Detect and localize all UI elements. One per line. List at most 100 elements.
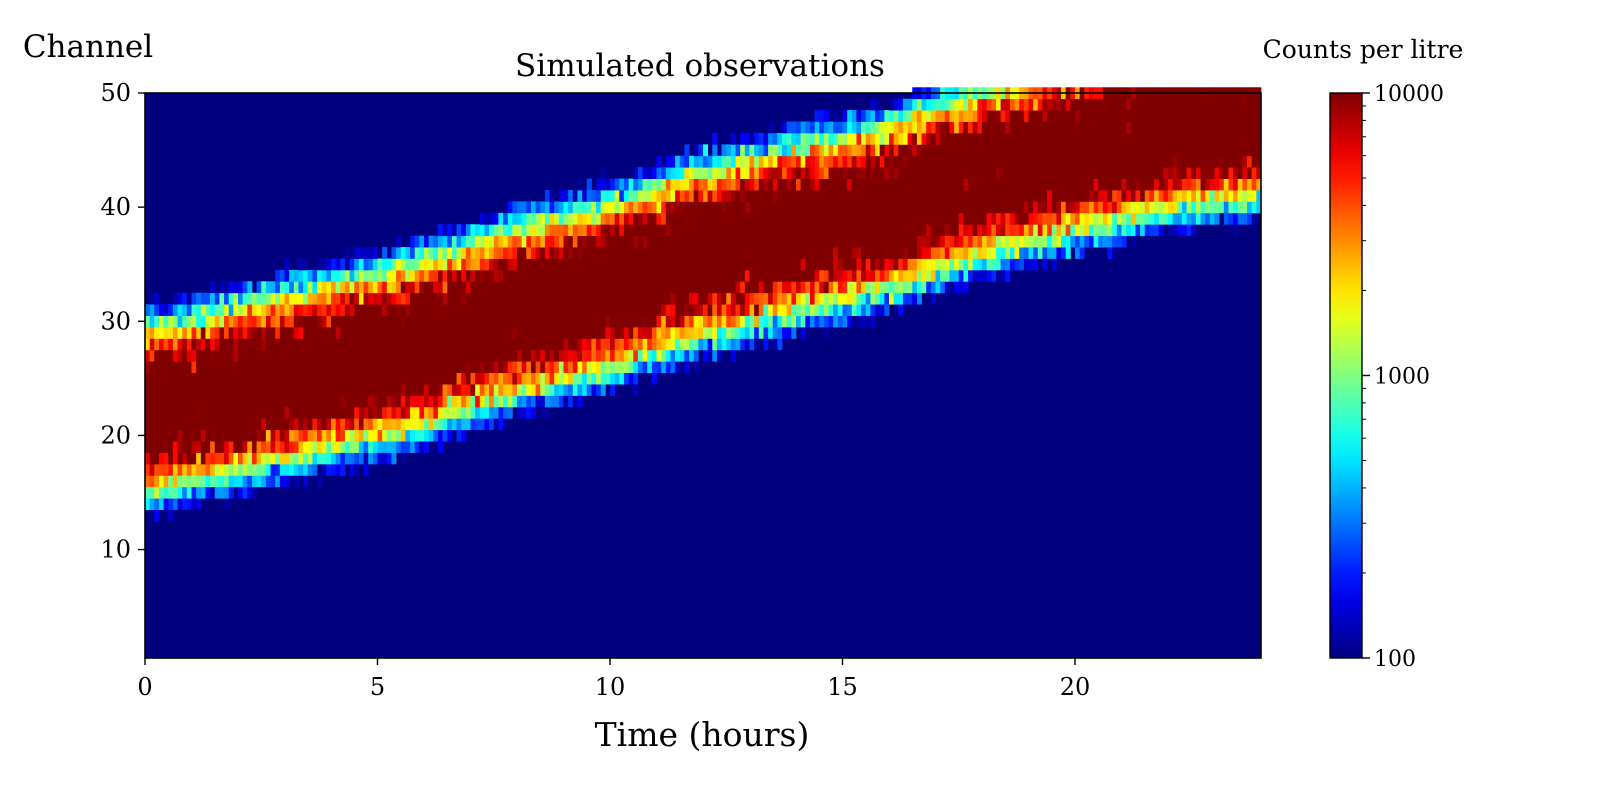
heatmap-cell bbox=[447, 349, 453, 362]
heatmap-cell bbox=[1037, 155, 1043, 168]
heatmap-cell bbox=[382, 406, 388, 419]
heatmap-cell bbox=[1051, 258, 1057, 271]
heatmap-cell bbox=[154, 429, 160, 442]
heatmap-cell bbox=[596, 372, 602, 385]
heatmap-cell bbox=[572, 281, 578, 294]
heatmap-cell bbox=[819, 110, 825, 122]
heatmap-cell bbox=[1177, 132, 1183, 145]
heatmap-cell bbox=[619, 372, 625, 385]
heatmap-cell bbox=[1140, 224, 1146, 237]
heatmap-cell bbox=[1056, 212, 1062, 225]
heatmap-cell bbox=[563, 212, 569, 225]
heatmap-cell bbox=[600, 190, 606, 202]
heatmap-cell bbox=[451, 326, 457, 339]
heatmap-cell bbox=[944, 98, 950, 111]
heatmap-cell bbox=[549, 326, 555, 339]
heatmap-cell bbox=[145, 463, 151, 476]
heatmap-cell bbox=[851, 235, 857, 248]
heatmap-cell bbox=[744, 315, 750, 328]
heatmap-cell bbox=[763, 190, 769, 202]
heatmap-cell bbox=[851, 247, 857, 259]
heatmap-cell bbox=[1135, 178, 1141, 191]
heatmap-cell bbox=[633, 338, 639, 351]
heatmap-cell bbox=[1242, 190, 1248, 202]
heatmap-cell bbox=[1168, 132, 1174, 145]
heatmap-cell bbox=[163, 418, 169, 431]
heatmap-cell bbox=[270, 441, 276, 453]
heatmap-cell bbox=[1033, 178, 1039, 191]
heatmap-cell bbox=[154, 441, 160, 453]
heatmap-cell bbox=[261, 315, 267, 328]
heatmap-cell bbox=[865, 258, 871, 271]
heatmap-cell bbox=[586, 178, 592, 191]
heatmap-cell bbox=[149, 452, 155, 465]
heatmap-cell bbox=[284, 463, 290, 476]
heatmap-cell bbox=[563, 247, 569, 259]
heatmap-cell bbox=[489, 247, 495, 259]
heatmap-cell bbox=[535, 269, 541, 282]
heatmap-cell bbox=[489, 372, 495, 385]
heatmap-cell bbox=[1051, 167, 1057, 179]
heatmap-cell bbox=[1237, 155, 1243, 168]
heatmap-cell bbox=[303, 384, 309, 396]
heatmap-cell bbox=[424, 441, 430, 453]
heatmap-cell bbox=[437, 338, 443, 351]
heatmap-cell bbox=[698, 155, 704, 168]
heatmap-cell bbox=[456, 384, 462, 396]
heatmap-cell bbox=[414, 304, 420, 316]
heatmap-cell bbox=[544, 190, 550, 202]
heatmap-cell bbox=[317, 304, 323, 316]
heatmap-cell bbox=[972, 132, 978, 145]
heatmap-cell bbox=[540, 224, 546, 237]
heatmap-cell bbox=[847, 269, 853, 282]
heatmap-cell bbox=[363, 338, 369, 351]
heatmap-cell bbox=[238, 315, 244, 328]
heatmap-cell bbox=[870, 212, 876, 225]
heatmap-cell bbox=[647, 201, 653, 214]
heatmap-cell bbox=[1135, 201, 1141, 214]
heatmap-cell bbox=[251, 372, 257, 385]
heatmap-cell bbox=[465, 372, 471, 385]
heatmap-cell bbox=[1033, 258, 1039, 271]
heatmap-cell bbox=[177, 486, 183, 499]
heatmap-cell bbox=[661, 326, 667, 339]
heatmap-cell bbox=[275, 463, 281, 476]
heatmap-cell bbox=[293, 429, 299, 442]
heatmap-cell bbox=[814, 269, 820, 282]
heatmap-cell bbox=[1126, 155, 1132, 168]
heatmap-cell bbox=[754, 269, 760, 282]
heatmap-cell bbox=[1000, 212, 1006, 225]
heatmap-cell bbox=[749, 201, 755, 214]
heatmap-cell bbox=[768, 132, 774, 145]
heatmap-cell bbox=[809, 178, 815, 191]
heatmap-cell bbox=[396, 304, 402, 316]
heatmap-cell bbox=[926, 281, 932, 294]
heatmap-cell bbox=[154, 338, 160, 351]
heatmap-cell bbox=[289, 361, 295, 374]
heatmap-cell bbox=[670, 201, 676, 214]
heatmap-cell bbox=[377, 269, 383, 282]
heatmap-cell bbox=[1084, 178, 1090, 191]
heatmap-cell bbox=[828, 224, 834, 237]
heatmap-cell bbox=[186, 395, 192, 408]
heatmap-cell bbox=[605, 235, 611, 248]
heatmap-cell bbox=[158, 418, 164, 431]
heatmap-cell bbox=[847, 304, 853, 316]
heatmap-cell bbox=[205, 441, 211, 453]
heatmap-cell bbox=[610, 269, 616, 282]
heatmap-cell bbox=[689, 167, 695, 179]
heatmap-cell bbox=[196, 486, 202, 499]
heatmap-cell bbox=[726, 315, 732, 328]
heatmap-cell bbox=[721, 212, 727, 225]
heatmap-cell bbox=[400, 349, 406, 362]
heatmap-cell bbox=[321, 292, 327, 305]
heatmap-cell bbox=[196, 372, 202, 385]
heatmap-cell bbox=[870, 224, 876, 237]
heatmap-cell bbox=[544, 384, 550, 396]
heatmap-cell bbox=[577, 292, 583, 305]
heatmap-cell bbox=[503, 418, 509, 431]
heatmap-cell bbox=[1009, 212, 1015, 225]
heatmap-cell bbox=[907, 224, 913, 237]
heatmap-cell bbox=[419, 281, 425, 294]
heatmap-cell bbox=[284, 441, 290, 453]
